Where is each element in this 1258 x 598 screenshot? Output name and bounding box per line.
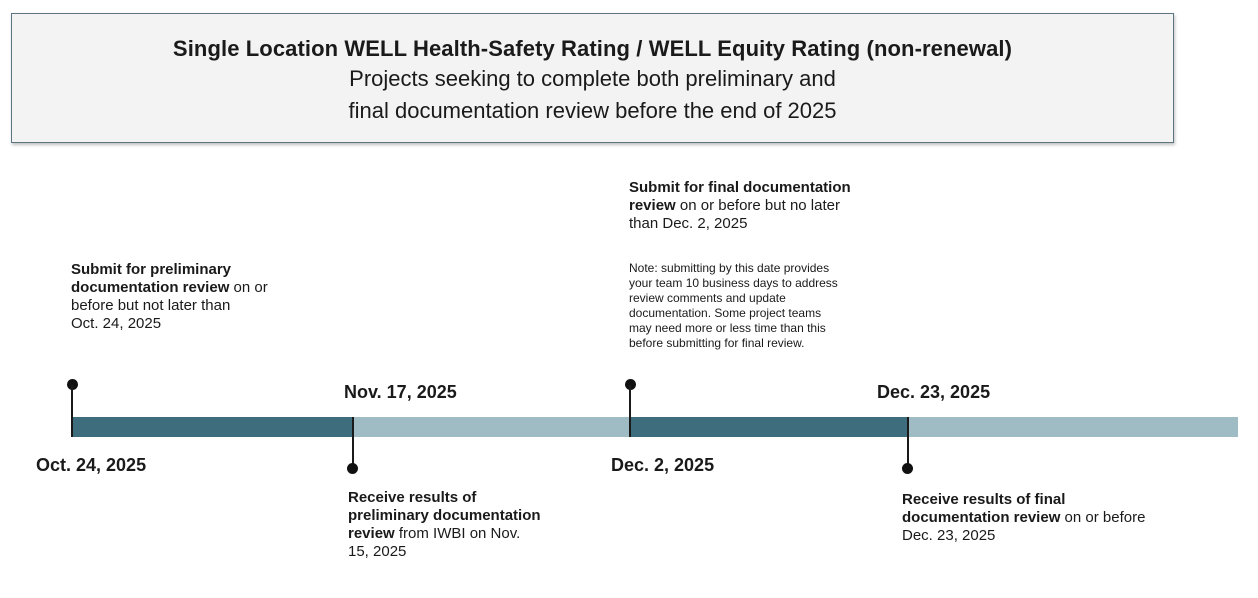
timeline-segment-after-dec23 xyxy=(908,417,1238,437)
note-line-6: before submitting for final review. xyxy=(629,336,805,350)
milestone-stem-nov17 xyxy=(352,417,354,469)
page-subtitle-line-1: Projects seeking to complete both prelim… xyxy=(349,66,836,91)
timeline-segment-nov-dec xyxy=(353,417,631,437)
page-subtitle-line-2: final documentation review before the en… xyxy=(348,98,837,123)
date-label-oct24: Oct. 24, 2025 xyxy=(36,455,147,475)
date-label-dec2: Dec. 2, 2025 xyxy=(611,455,715,475)
note-line-1: Note: submitting by this date provides xyxy=(629,261,830,275)
prelim-submit-bold-2: documentation review xyxy=(71,279,230,296)
note-line-4: documentation. Some project teams xyxy=(629,306,822,320)
milestone-stem-dec23 xyxy=(907,417,909,469)
note-line-3: review comments and update xyxy=(629,291,786,305)
milestone-dot-nov17 xyxy=(347,463,358,474)
final-results-rest-2: on or before xyxy=(1060,509,1146,526)
header-box: Single Location WELL Health-Safety Ratin… xyxy=(11,13,1174,143)
final-submit-line-3: than Dec. 2, 2025 xyxy=(629,215,748,232)
final-submit-note: Note: submitting by this date provides y… xyxy=(629,261,838,351)
final-results-bold-2: documentation review xyxy=(902,509,1061,526)
prelim-results-rest-3: from IWBI on Nov. xyxy=(394,525,521,542)
final-submit-bold-2: review xyxy=(629,197,676,214)
date-label-dec23: Dec. 23, 2025 xyxy=(877,382,991,402)
prelim-submit-bold-1: Submit for preliminary xyxy=(71,261,232,278)
milestone-desc-prelim-results: Receive results of preliminary documenta… xyxy=(348,489,541,561)
milestone-desc-final-submit: Submit for final documentation review on… xyxy=(629,179,851,233)
note-line-2: your team 10 business days to address xyxy=(629,276,838,290)
milestone-stem-dec2 xyxy=(629,385,631,437)
prelim-results-line-4: 15, 2025 xyxy=(348,543,407,560)
milestone-dot-dec23 xyxy=(902,463,913,474)
note-line-5: may need more or less time than this xyxy=(629,321,826,335)
prelim-submit-line-4: Oct. 24, 2025 xyxy=(71,315,162,332)
prelim-submit-rest-2: on or xyxy=(229,279,268,296)
prelim-results-bold-2: preliminary documentation xyxy=(348,507,541,524)
page-title: Single Location WELL Health-Safety Ratin… xyxy=(172,36,1013,61)
final-results-bold-1: Receive results of final xyxy=(902,491,1066,508)
prelim-results-bold-3: review xyxy=(348,525,395,542)
final-submit-bold-1: Submit for final documentation xyxy=(629,179,851,196)
date-label-nov17: Nov. 17, 2025 xyxy=(344,382,457,402)
milestone-stem-oct24 xyxy=(71,385,73,437)
milestone-dot-dec2 xyxy=(625,379,636,390)
milestone-desc-prelim-submit: Submit for preliminary documentation rev… xyxy=(71,261,268,333)
milestone-dot-oct24 xyxy=(67,379,78,390)
milestone-desc-final-results: Receive results of final documentation r… xyxy=(902,491,1145,545)
timeline-segment-oct-nov xyxy=(72,417,353,437)
final-submit-rest-2: on or before but no later xyxy=(675,197,840,214)
final-results-line-3: Dec. 23, 2025 xyxy=(902,527,996,544)
prelim-submit-line-3: before but not later than xyxy=(71,297,231,314)
prelim-results-bold-1: Receive results of xyxy=(348,489,477,506)
timeline-segment-dec2-dec23 xyxy=(631,417,908,437)
